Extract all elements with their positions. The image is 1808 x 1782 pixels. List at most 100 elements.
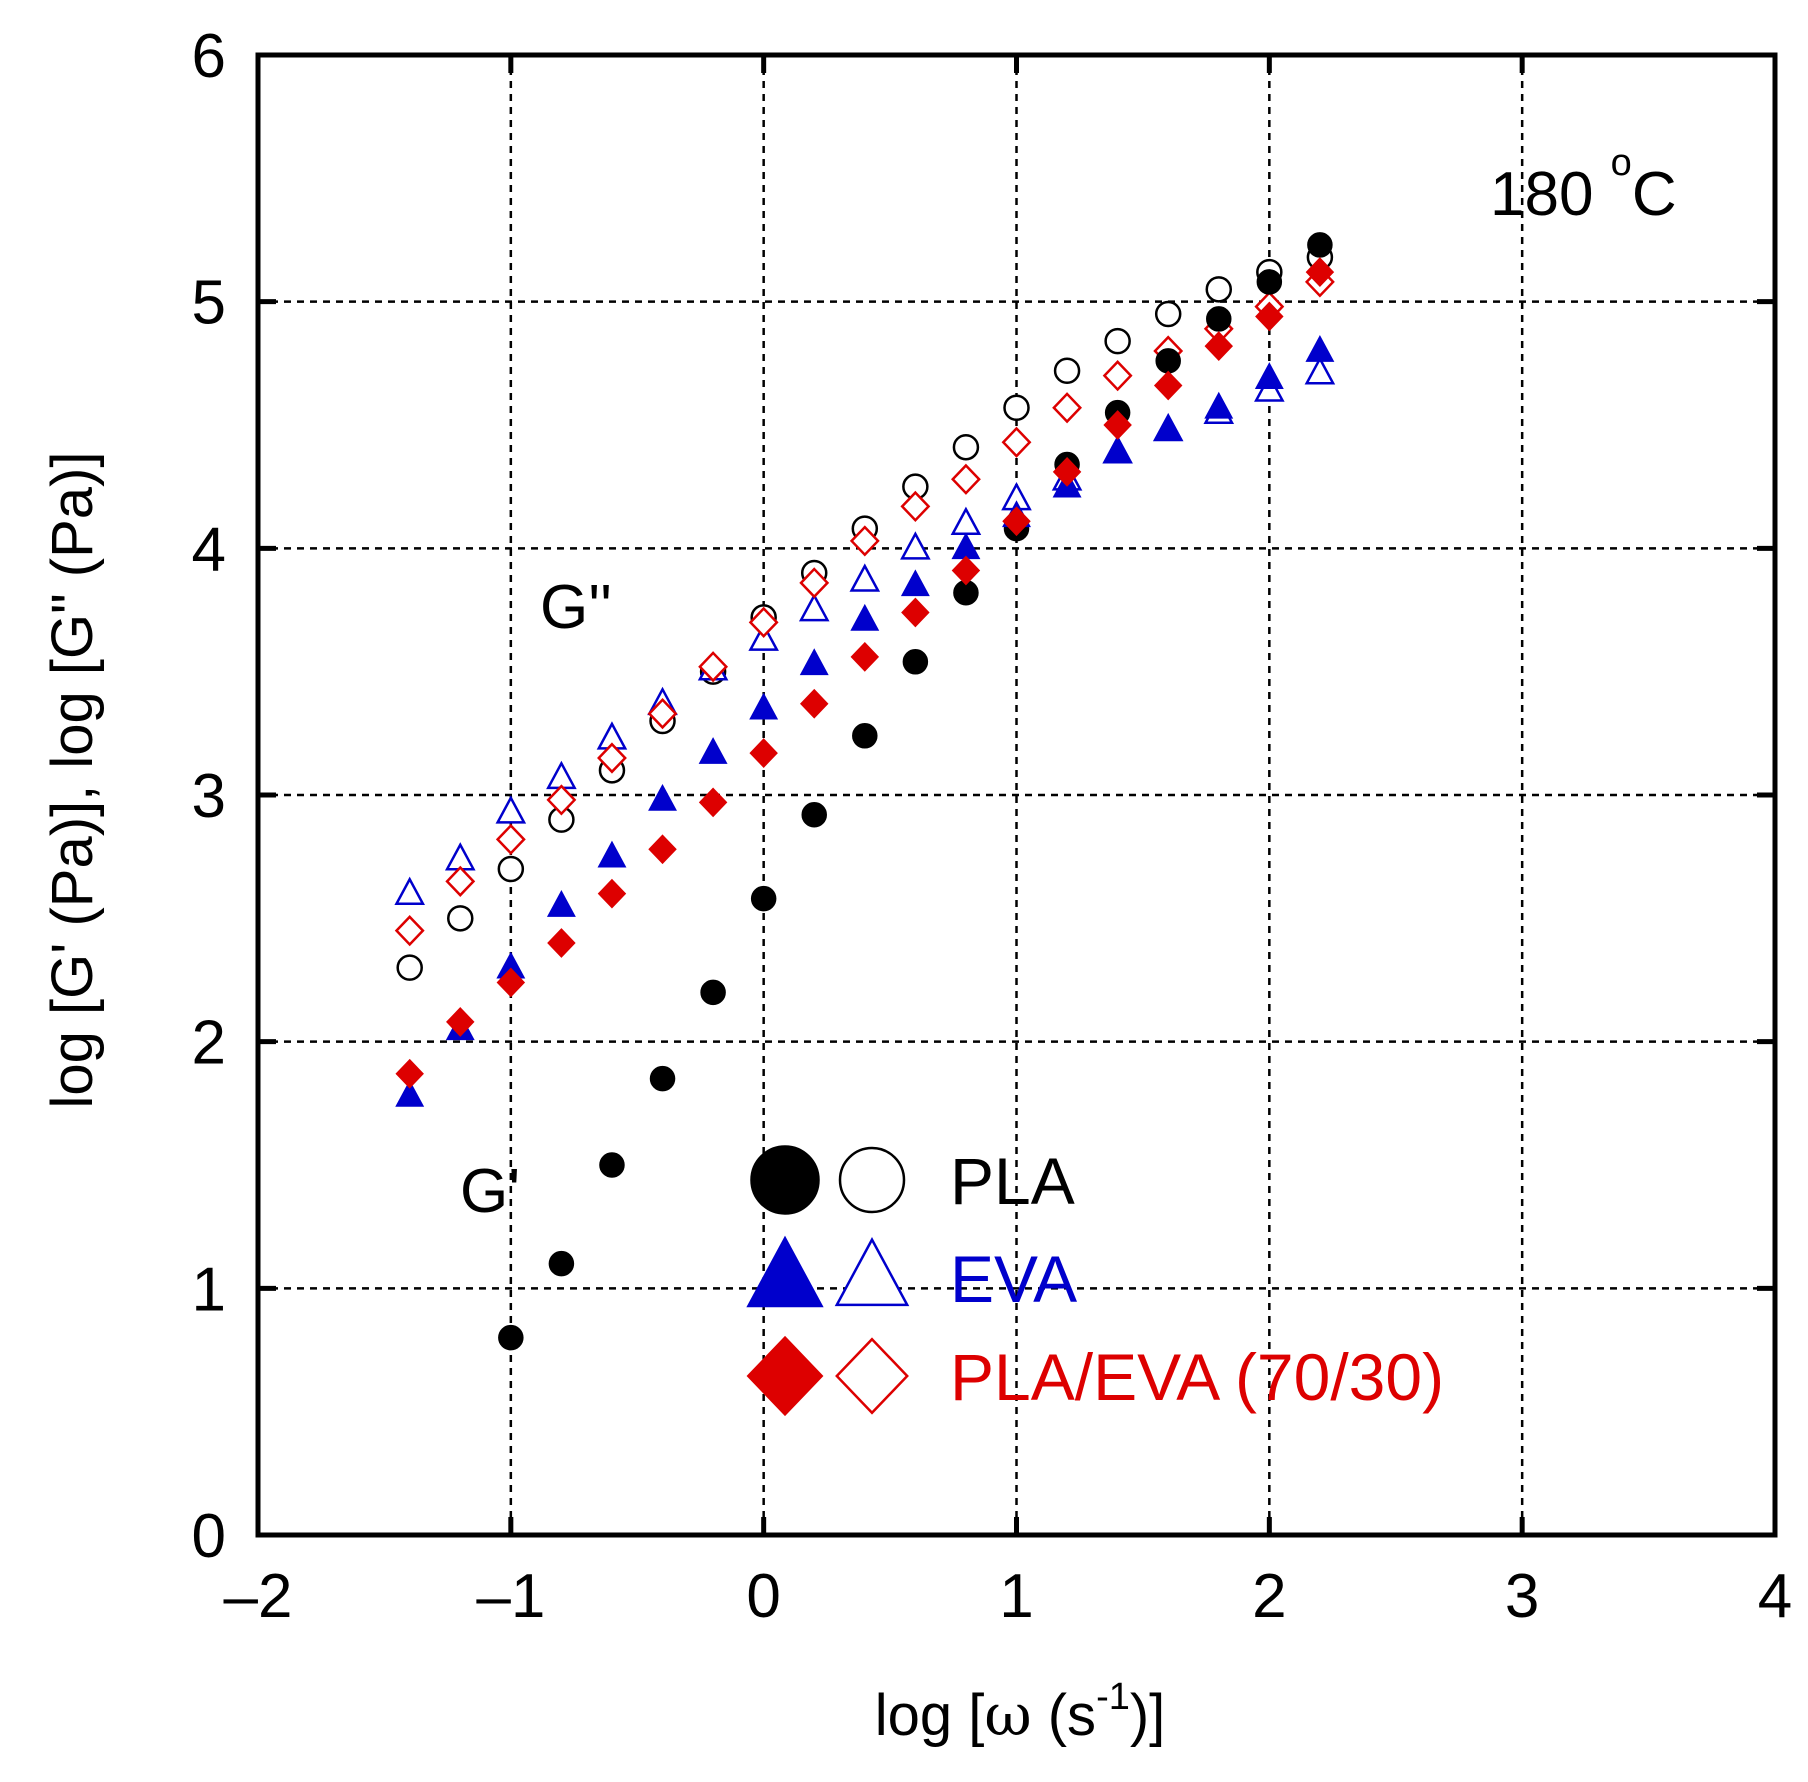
omega-symbol: ω (984, 1681, 1031, 1749)
data-point (900, 569, 930, 597)
data-point (1305, 335, 1335, 362)
data-point (749, 692, 779, 720)
data-point (546, 890, 576, 917)
data-point (498, 1324, 524, 1351)
data-point (1053, 357, 1081, 384)
data-point (395, 1058, 424, 1089)
data-point (1304, 356, 1336, 385)
data-point (1001, 426, 1032, 458)
y-axis-title: log [G' (Pa)], log [G" (Pa)] (40, 452, 105, 1109)
data-point (1052, 456, 1082, 487)
data-point (394, 876, 425, 905)
grid-lines (258, 55, 1775, 1535)
data-point (1104, 327, 1131, 355)
data-point (648, 783, 677, 811)
data-point (1255, 301, 1284, 332)
x-tick-labels: –2 –1 0 1 2 3 4 (224, 1562, 1793, 1631)
data-point (951, 555, 981, 586)
data-point (1204, 391, 1234, 419)
legend-marker-filled (746, 1235, 824, 1308)
legend-marker-open (835, 1337, 909, 1415)
data-point (1205, 276, 1233, 303)
data-point (849, 563, 881, 592)
x-tick-label: 3 (1505, 1562, 1539, 1631)
tick-marks (258, 55, 1775, 1535)
data-point (1102, 360, 1133, 392)
data-point (1154, 300, 1182, 328)
data-point (495, 823, 526, 856)
data-point (597, 742, 627, 774)
data-point (546, 760, 577, 790)
data-point (1103, 436, 1133, 463)
legend-spacer (1480, 1326, 1580, 1426)
data-point (446, 1007, 475, 1037)
x-tick-label: 2 (1252, 1562, 1286, 1631)
data-point (1002, 506, 1031, 537)
data-point (495, 795, 527, 824)
data-point (546, 784, 577, 816)
data-point (748, 606, 779, 638)
y-tick-labels: 0 1 2 3 4 5 6 (192, 22, 226, 1571)
data-point (750, 885, 777, 912)
data-point (901, 597, 930, 628)
data-point (850, 641, 880, 672)
data-point (648, 834, 677, 865)
legend-marker-filled (746, 1335, 824, 1417)
data-point (698, 737, 728, 764)
g-prime-label: G' (460, 1157, 520, 1226)
legend-marker-filled (750, 1145, 820, 1215)
legend-marker-open (834, 1236, 910, 1307)
data-point (1204, 331, 1234, 361)
data-point (951, 532, 981, 560)
data-point (801, 801, 827, 828)
legend: PLA EVA PLA/EVA (70/30) (746, 1130, 1580, 1426)
x-tick-label: 1 (999, 1562, 1033, 1631)
data-point (394, 915, 425, 947)
data-point (698, 651, 729, 683)
data-point (547, 928, 576, 958)
data-point (698, 787, 728, 818)
y-tick-label: 5 (192, 269, 226, 338)
x-tick-label: –1 (476, 1562, 545, 1631)
data-point (799, 567, 830, 599)
y-tick-label: 0 (192, 1502, 226, 1571)
data-point (1256, 269, 1283, 295)
data-point (900, 490, 931, 523)
data-point (496, 967, 526, 998)
series-pla-storage (498, 232, 1333, 1351)
data-point (597, 878, 627, 909)
data-point (597, 840, 627, 868)
y-tick-label: 4 (192, 515, 226, 584)
data-point (599, 1152, 625, 1178)
data-point (900, 531, 931, 560)
data-point (749, 738, 778, 768)
data-point (395, 1079, 425, 1107)
data-point (1103, 410, 1132, 440)
legend-label: PLA/EVA (70/30) (950, 1340, 1444, 1414)
series-eva-loss (394, 356, 1336, 905)
data-point (1254, 362, 1284, 389)
data-point (799, 648, 829, 676)
data-point (700, 979, 726, 1006)
data-series (394, 232, 1336, 1351)
g-double-prime-label: G'' (540, 573, 612, 642)
data-point (902, 649, 929, 675)
data-point (1003, 394, 1030, 421)
data-point (548, 1250, 575, 1277)
data-point (852, 723, 878, 749)
data-point (799, 688, 829, 719)
data-point (444, 842, 476, 871)
legend-spacer (1480, 1130, 1580, 1230)
data-point (649, 1065, 676, 1092)
legend-label: PLA (950, 1144, 1075, 1218)
data-point (952, 433, 980, 461)
temperature-annotation: 180 oC (1490, 142, 1677, 229)
data-point (447, 905, 474, 932)
data-point (849, 525, 880, 557)
series-eva-storage (395, 335, 1335, 1107)
data-point (850, 603, 880, 631)
data-point (647, 697, 678, 730)
y-tick-label: 2 (192, 1009, 226, 1078)
x-tick-label: –2 (224, 1562, 293, 1631)
y-tick-label: 3 (192, 762, 226, 831)
